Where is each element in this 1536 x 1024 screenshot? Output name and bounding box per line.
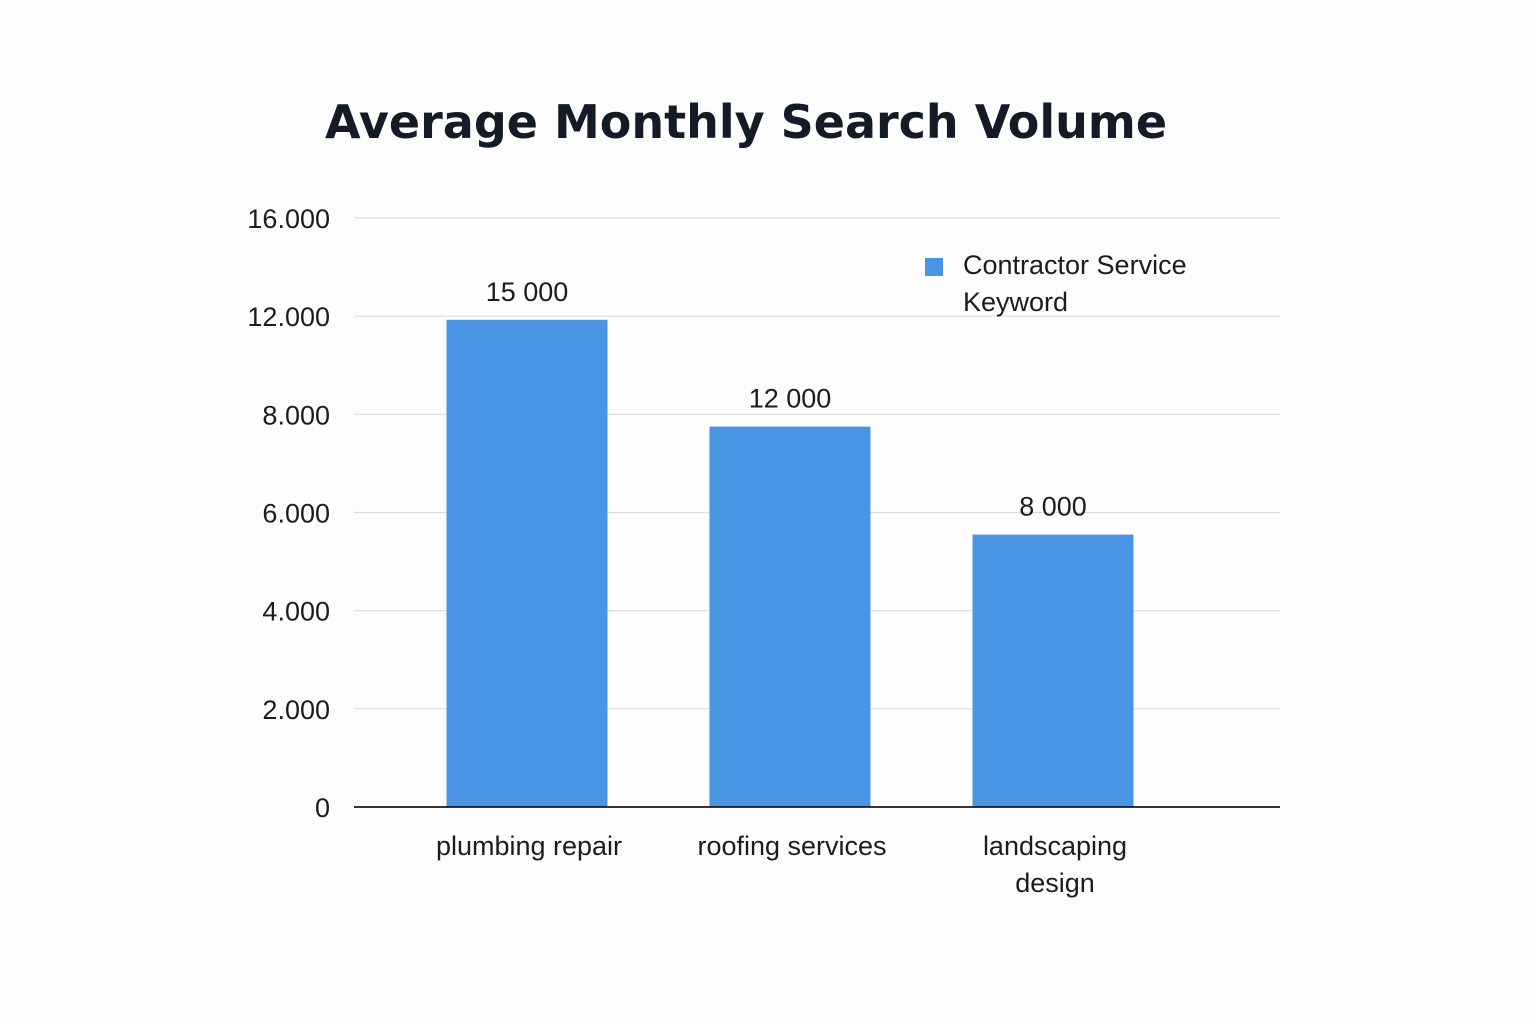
legend-label: Contractor Service Keyword (963, 250, 1187, 317)
y-tick-label: 12.000 (247, 302, 330, 332)
y-tick-label: 16.000 (247, 204, 330, 234)
legend: Contractor Service Keyword (925, 250, 1187, 317)
data-labels: 15 000 12 000 8 000 (486, 277, 1087, 522)
y-tick-label: 0 (315, 793, 330, 823)
y-axis-ticks: 0 2.000 4.000 6.000 8.000 12.000 16.000 (247, 204, 330, 823)
y-tick-label: 2.000 (262, 695, 330, 725)
x-category-label: landscaping design (983, 831, 1127, 898)
y-tick-label: 8.000 (262, 400, 330, 430)
bars (446, 319, 1134, 807)
bar-data-label: 12 000 (749, 384, 832, 414)
bar-data-label: 8 000 (1019, 492, 1087, 522)
bar (446, 319, 608, 807)
y-tick-label: 4.000 (262, 597, 330, 627)
y-tick-label: 6.000 (262, 499, 330, 529)
chart-title: Average Monthly Search Volume (325, 95, 1167, 149)
x-category-label: plumbing repair (436, 831, 622, 861)
bar (972, 534, 1134, 807)
bar-data-label: 15 000 (486, 277, 569, 307)
x-category-label: roofing services (697, 831, 886, 861)
legend-swatch (925, 258, 943, 276)
bar (709, 426, 871, 807)
x-axis-labels: plumbing repair roofing services landscapi… (436, 831, 1127, 898)
